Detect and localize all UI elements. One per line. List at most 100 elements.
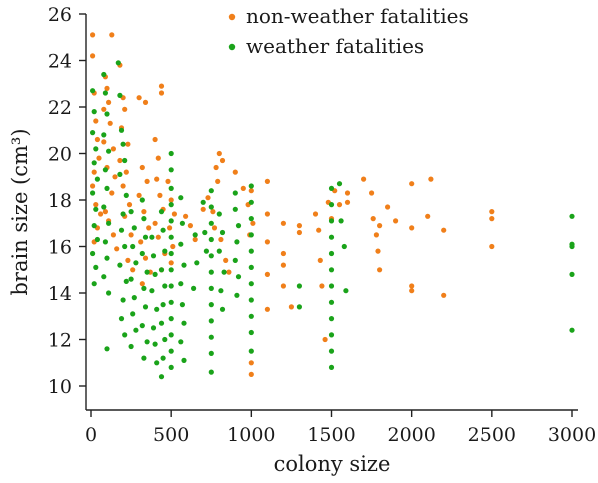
data-point (122, 106, 128, 112)
data-point (248, 188, 254, 194)
data-point (123, 278, 129, 284)
data-point (288, 304, 294, 310)
data-point (219, 157, 226, 164)
data-point (296, 223, 302, 229)
data-point (133, 327, 139, 333)
y-tick-label: 22 (48, 97, 72, 119)
data-point (385, 204, 391, 210)
data-point (106, 290, 112, 296)
data-point (336, 181, 343, 187)
data-point (123, 169, 129, 175)
data-point (200, 199, 206, 205)
data-point (160, 302, 166, 308)
data-point (128, 276, 134, 282)
data-point (240, 185, 246, 191)
data-point (94, 176, 100, 182)
data-point (218, 236, 224, 243)
y-tick-label: 12 (48, 330, 72, 352)
data-point (208, 204, 214, 210)
data-point (90, 183, 96, 189)
data-point (128, 343, 134, 350)
data-point (373, 232, 379, 238)
data-point (131, 295, 137, 301)
data-point (90, 88, 96, 94)
data-point (122, 332, 128, 338)
data-point (210, 209, 216, 215)
data-point (208, 253, 214, 259)
data-point (328, 283, 335, 289)
data-point (109, 190, 115, 196)
data-point (136, 192, 142, 198)
data-point (226, 269, 232, 275)
x-tick-label: 2500 (468, 424, 516, 446)
data-point (155, 155, 161, 161)
data-point (128, 209, 134, 215)
data-point (139, 164, 145, 171)
data-point (203, 248, 209, 254)
data-point (344, 190, 351, 196)
axis-ticks: 0 500 1000 1500 2000 2500 3000 10 12 14 16 18 20 22 24… (48, 4, 596, 446)
data-point (144, 269, 150, 275)
data-point (144, 178, 150, 184)
data-point (232, 257, 238, 263)
data-point (93, 206, 99, 212)
data-point (316, 227, 322, 233)
data-point (102, 239, 108, 245)
data-point (409, 288, 415, 294)
data-point (102, 167, 108, 173)
data-point (377, 223, 383, 229)
data-point (328, 299, 335, 305)
data-point (208, 350, 214, 356)
data-point (168, 260, 174, 266)
x-tick-label: 2000 (387, 424, 435, 446)
data-point (208, 302, 214, 308)
data-point (149, 234, 155, 240)
data-point (149, 288, 155, 294)
y-tick-label: 10 (48, 376, 72, 398)
data-point (489, 216, 495, 222)
data-point (150, 325, 157, 331)
y-tick-label: 18 (48, 190, 72, 212)
data-point (152, 220, 158, 226)
data-point (94, 136, 100, 143)
data-point (141, 209, 147, 215)
data-point (102, 90, 108, 96)
data-point (117, 262, 123, 268)
data-point (369, 190, 375, 196)
data-point (328, 332, 335, 338)
data-point (168, 283, 174, 289)
data-point (248, 348, 254, 354)
data-point (110, 146, 116, 152)
data-point (328, 218, 335, 224)
data-point (211, 225, 218, 231)
data-point (328, 348, 335, 354)
data-point (90, 190, 96, 196)
data-point (120, 297, 126, 303)
data-point (168, 150, 174, 157)
data-point (162, 248, 168, 254)
data-point (154, 360, 160, 366)
data-point (123, 192, 129, 198)
data-point (104, 85, 110, 91)
data-point (141, 216, 147, 222)
data-point (191, 285, 197, 291)
data-point (296, 229, 302, 236)
x-tick-label: 1500 (307, 424, 355, 446)
data-point (158, 374, 165, 380)
data-point (213, 164, 219, 171)
data-point (133, 260, 139, 266)
series-weather (90, 60, 575, 380)
data-point (248, 297, 254, 303)
data-point (109, 32, 115, 38)
data-point (216, 211, 222, 217)
data-point (489, 209, 495, 215)
data-point (235, 223, 242, 229)
data-point (152, 136, 158, 143)
data-point (125, 141, 131, 147)
data-point (328, 185, 335, 191)
x-tick-label: 0 (85, 424, 97, 446)
data-point (101, 139, 107, 145)
data-point (232, 169, 238, 175)
data-point (248, 281, 254, 287)
data-point (93, 146, 99, 152)
